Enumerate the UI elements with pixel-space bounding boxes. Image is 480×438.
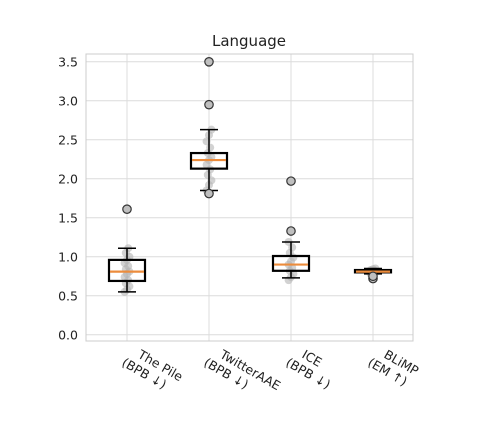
box-iqr [107,258,147,283]
x-tick-label: The Pile(BPB ↓) [119,342,185,398]
y-tick-label: 0.0 [58,327,78,342]
outlier-point [286,176,296,186]
outlier-point [204,99,214,110]
y-tick-label: 2.0 [58,171,78,186]
chart-title: Language [212,32,286,50]
outlier-point [122,204,132,214]
outlier-point [368,271,378,282]
y-tick-label: 2.5 [58,132,78,147]
data-point [206,143,215,152]
y-tick-label: 0.5 [58,288,78,303]
y-tick-label: 1.0 [58,249,78,264]
x-tick-label: TwitterAAE(BPB ↓) [201,342,283,407]
grid-lines [86,54,413,341]
y-axis-ticks: 0.0 0.5 1.0 1.5 2.0 2.5 3.0 3.5 [58,54,78,342]
x-tick-label: BLiMP(EM ↑) [365,342,421,392]
y-tick-label: 1.5 [58,210,78,225]
jitter-points [120,125,380,296]
boxes [107,56,393,293]
x-tick-label: ICE(BPB ↓) [283,342,340,392]
y-tick-label: 3.0 [58,93,78,108]
box-iqr [271,254,311,272]
y-tick-label: 3.5 [58,54,78,69]
outlier-point [286,226,296,236]
outlier-point [204,188,214,199]
x-axis-ticks: The Pile(BPB ↓) TwitterAAE(BPB ↓) ICE(BPB … [119,342,421,407]
plot-frame [85,53,414,342]
box-iqr [189,151,229,170]
outlier-point [204,56,214,67]
